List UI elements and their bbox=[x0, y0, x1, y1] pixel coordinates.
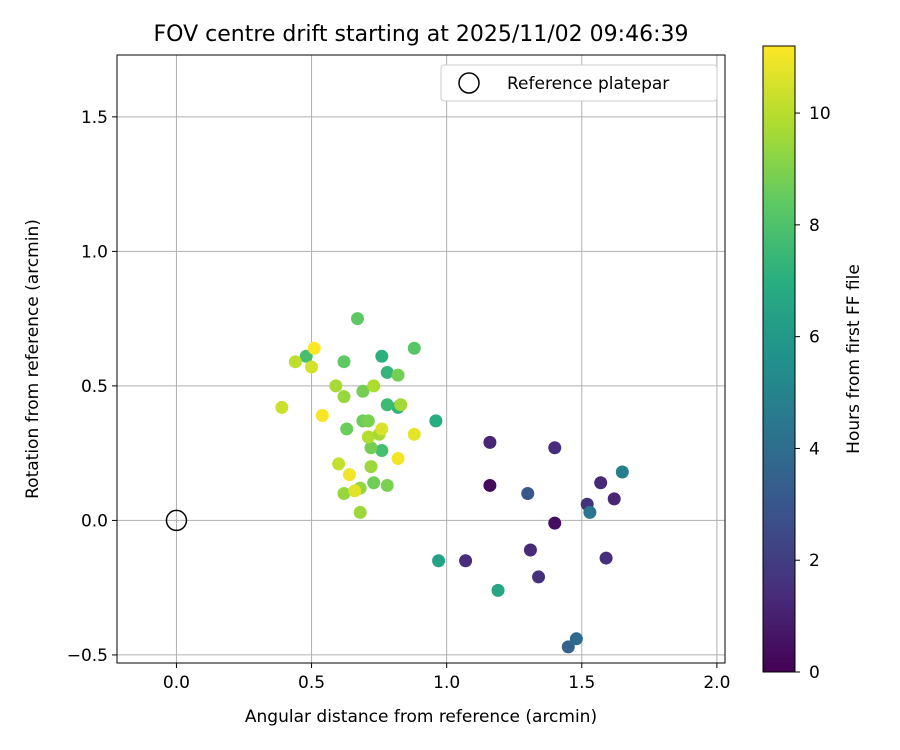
y-tick-label: 0.5 bbox=[81, 377, 108, 397]
data-point bbox=[548, 441, 562, 455]
data-point bbox=[615, 465, 629, 479]
y-tick-label: 0.0 bbox=[81, 511, 108, 531]
data-point bbox=[307, 341, 321, 355]
data-point bbox=[337, 355, 351, 369]
data-point bbox=[607, 492, 621, 506]
y-tick-label: 1.0 bbox=[81, 242, 108, 262]
data-point bbox=[353, 505, 367, 519]
x-tick-label: 1.0 bbox=[433, 673, 460, 693]
y-axis-ticks: −0.5 0.0 0.5 1.0 1.5 bbox=[67, 108, 117, 666]
data-point bbox=[569, 632, 583, 646]
colorbar-tick-label: 2 bbox=[809, 551, 820, 571]
data-point bbox=[594, 476, 608, 490]
y-tick-label: 1.5 bbox=[81, 108, 108, 128]
data-point bbox=[391, 452, 405, 466]
data-point bbox=[521, 487, 535, 501]
data-point bbox=[337, 487, 351, 501]
reference-point-marker bbox=[165, 509, 188, 532]
plot-frame bbox=[116, 54, 726, 664]
data-point bbox=[375, 422, 389, 436]
data-point bbox=[583, 505, 597, 519]
data-point bbox=[561, 640, 575, 654]
data-point bbox=[299, 349, 313, 363]
data-point bbox=[407, 341, 421, 355]
legend-label: Reference platepar bbox=[507, 74, 669, 94]
data-point bbox=[532, 570, 546, 584]
data-point bbox=[380, 398, 394, 412]
data-point bbox=[367, 476, 381, 490]
scatter-points bbox=[275, 312, 629, 654]
data-point bbox=[375, 443, 389, 457]
data-point bbox=[356, 384, 370, 398]
data-point bbox=[367, 379, 381, 393]
data-point bbox=[342, 468, 356, 482]
data-point bbox=[483, 478, 497, 492]
y-tick-label: −0.5 bbox=[67, 646, 108, 666]
data-point bbox=[380, 478, 394, 492]
data-point bbox=[337, 390, 351, 404]
legend-box bbox=[440, 64, 718, 102]
data-point bbox=[315, 408, 329, 422]
data-point bbox=[275, 400, 289, 414]
plot-background bbox=[117, 55, 725, 663]
colorbar-ticks: 0 2 4 6 8 10 bbox=[795, 104, 831, 683]
data-point bbox=[340, 422, 354, 436]
legend-marker bbox=[458, 72, 480, 94]
chart-title: FOV centre drift starting at 2025/11/02 … bbox=[154, 22, 689, 47]
colorbar-label: Hours from first FF file bbox=[844, 264, 864, 454]
x-tick-label: 0.5 bbox=[298, 673, 325, 693]
colorbar-tick-label: 0 bbox=[809, 663, 820, 683]
colorbar: 0 2 4 6 8 10 Hours from first FF file bbox=[762, 45, 864, 683]
data-point bbox=[548, 516, 562, 530]
legend: Reference platepar bbox=[440, 64, 718, 102]
data-point bbox=[459, 554, 473, 568]
data-point bbox=[380, 365, 394, 379]
colorbar-gradient bbox=[762, 45, 796, 673]
colorbar-tick-label: 4 bbox=[809, 439, 820, 459]
data-point bbox=[361, 414, 375, 428]
data-point bbox=[375, 349, 389, 363]
data-point bbox=[407, 427, 421, 441]
colorbar-tick-label: 6 bbox=[809, 328, 820, 348]
x-axis-ticks: 0.0 0.5 1.0 1.5 2.0 bbox=[163, 663, 730, 693]
data-point bbox=[361, 430, 375, 444]
data-point bbox=[348, 484, 362, 498]
data-point bbox=[483, 435, 497, 449]
x-tick-label: 2.0 bbox=[703, 673, 730, 693]
data-point bbox=[432, 554, 446, 568]
y-axis-label: Rotation from reference (arcmin) bbox=[23, 219, 43, 499]
data-point bbox=[394, 398, 408, 412]
data-point bbox=[332, 457, 346, 471]
x-axis-label: Angular distance from reference (arcmin) bbox=[245, 707, 597, 727]
grid-lines bbox=[117, 55, 725, 663]
data-point bbox=[350, 312, 364, 326]
data-point bbox=[599, 551, 613, 565]
x-tick-label: 0.0 bbox=[163, 673, 190, 693]
data-point bbox=[329, 379, 343, 393]
data-point bbox=[523, 543, 537, 557]
data-point bbox=[391, 368, 405, 382]
data-point bbox=[364, 460, 378, 474]
data-point bbox=[491, 583, 505, 597]
colorbar-tick-label: 8 bbox=[809, 216, 820, 236]
data-point bbox=[364, 441, 378, 455]
data-point bbox=[429, 414, 443, 428]
colorbar-tick-label: 10 bbox=[809, 104, 831, 124]
data-point bbox=[305, 360, 319, 374]
x-tick-label: 1.5 bbox=[568, 673, 595, 693]
data-point bbox=[288, 355, 302, 369]
